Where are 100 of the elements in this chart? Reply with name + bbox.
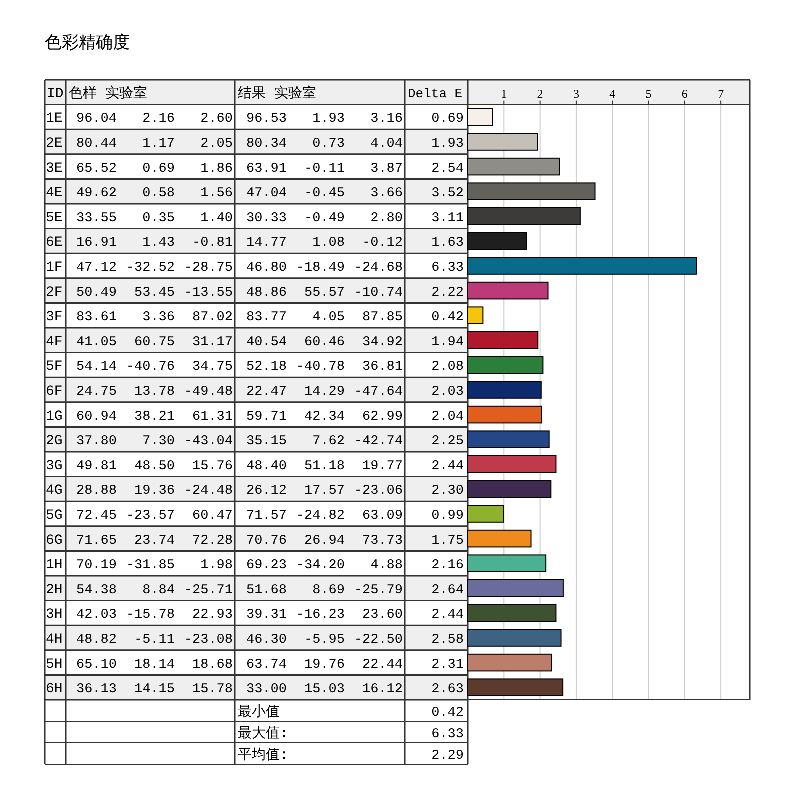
text: 72.45 -23.57 60.47: [76, 509, 233, 524]
y-tick-label: 5E: [46, 210, 63, 226]
text: 平均值:: [238, 747, 288, 764]
text: 14.77 1.08 -0.12: [246, 236, 403, 252]
data-label: 2.54: [432, 162, 464, 177]
data-label: 2.44: [432, 608, 464, 624]
bar: [468, 158, 560, 176]
bar: [468, 604, 557, 622]
y-tick-label: 4E: [46, 186, 63, 202]
text: 63.74 19.76 22.44: [246, 658, 403, 673]
text: 24.75 13.78 -49.48: [76, 385, 233, 400]
x-axis-title: Delta E: [408, 86, 463, 102]
text: 65.52 0.69 1.86: [76, 162, 233, 177]
y-tick-label: 2H: [46, 582, 63, 598]
text: 26.12 17.57 -23.06: [246, 484, 403, 500]
text: 80.34 0.73 4.04: [246, 137, 403, 152]
bar: [468, 282, 549, 300]
y-tick-label: 5H: [46, 656, 63, 673]
text: 0.42: [432, 706, 464, 721]
text: 最大值:: [238, 726, 288, 742]
y-tick-label: 5F: [46, 359, 63, 376]
y-tick-label: 4H: [46, 632, 63, 648]
text: 71.65 23.74 72.28: [76, 534, 233, 549]
y-tick-label: 3H: [46, 607, 63, 624]
y-tick-label: 1F: [46, 260, 63, 276]
bar: [468, 480, 552, 498]
data-label: 1.75: [432, 534, 464, 549]
bar: [468, 554, 547, 572]
data-label: 0.42: [432, 310, 464, 326]
y-tick-label: 3G: [46, 458, 63, 474]
text: 60.94 38.21 61.31: [76, 410, 233, 425]
y-tick-label: 6G: [46, 532, 63, 549]
y-tick-label: 3E: [46, 160, 63, 177]
text: 2.29: [432, 749, 464, 764]
x2-tick-label: 7: [718, 86, 724, 101]
bar: [468, 108, 494, 126]
data-label: 2.04: [432, 410, 464, 425]
text: 28.88 19.36 -24.48: [76, 484, 233, 500]
text: 52.18 -40.78 36.81: [246, 360, 403, 376]
text: 50.49 53.45 -13.55: [76, 286, 233, 301]
y-axis-title: ID: [47, 86, 64, 102]
text: 33.00 15.03 16.12: [246, 682, 403, 698]
text: 46.30 -5.95 -22.50: [246, 633, 403, 648]
y-tick-label: 6E: [46, 235, 63, 252]
text: 59.71 42.34 62.99: [246, 410, 403, 425]
y-tick-label: 2E: [46, 136, 63, 152]
bar: [468, 654, 552, 672]
y-tick-label: 2F: [46, 284, 63, 301]
text: 30.33 -0.49 2.80: [246, 211, 403, 226]
data-label: 3.11: [432, 211, 464, 226]
bar: [468, 456, 557, 474]
bar: [468, 678, 564, 696]
text: 49.62 0.58 1.56: [76, 186, 233, 202]
text: 46.80 -18.49 -24.68: [246, 261, 403, 276]
bar: [468, 356, 544, 374]
data-label: 1.94: [432, 335, 464, 350]
x2-tick-label: 5: [646, 86, 652, 101]
text: 96.53 1.93 3.16: [246, 112, 403, 128]
text: 48.86 55.57 -10.74: [246, 286, 403, 301]
text: 结果 实验室: [238, 85, 316, 102]
text: 96.04 2.16 2.60: [76, 112, 233, 128]
data-label: 2.44: [432, 459, 464, 474]
text: 37.80 7.30 -43.04: [76, 434, 233, 450]
text: 47.04 -0.45 3.66: [246, 186, 403, 202]
text: 70.76 26.94 73.73: [246, 534, 403, 549]
bar: [468, 580, 564, 598]
y-tick-label: 4F: [46, 334, 63, 350]
x2-tick-label: 2: [537, 86, 544, 101]
bar: [468, 232, 528, 250]
text: 48.40 51.18 19.77: [246, 459, 403, 474]
y-tick-label: 1H: [46, 558, 63, 574]
data-label: 2.58: [432, 633, 464, 648]
bar: [468, 430, 550, 448]
text: 色样 实验室: [69, 85, 148, 102]
data-label: 0.99: [432, 509, 464, 524]
text: 16.91 1.43 -0.81: [76, 236, 233, 252]
text: 54.38 8.84 -25.71: [76, 583, 233, 598]
y-tick-label: 6F: [46, 384, 63, 400]
text: 48.82 -5.11 -23.08: [76, 633, 233, 648]
y-tick-label: 1G: [46, 408, 63, 425]
text: 22.47 14.29 -47.64: [246, 385, 403, 400]
bar: [468, 629, 562, 647]
text: 最小值: [238, 704, 280, 721]
y-tick-label: 1E: [46, 111, 63, 128]
text: 36.13 14.15 15.78: [76, 682, 233, 698]
data-label: 2.64: [432, 583, 464, 598]
y-tick-label: 4G: [46, 483, 63, 500]
text: 40.54 60.46 34.92: [246, 335, 403, 350]
text: 6.33: [432, 728, 464, 742]
data-label: 6.33: [432, 261, 464, 276]
x2-tick-label: 4: [610, 86, 616, 101]
data-label: 2.08: [432, 360, 464, 376]
data-label: 2.03: [432, 385, 464, 400]
x2-tick-label: 1: [501, 86, 508, 101]
text: 83.77 4.05 87.85: [246, 310, 403, 326]
data-label: 2.22: [432, 286, 464, 301]
text: 71.57 -24.82 63.09: [246, 509, 403, 524]
data-label: 2.16: [432, 558, 464, 574]
data-label: 1.63: [432, 236, 464, 252]
text: 69.23 -34.20 4.88: [246, 558, 403, 574]
